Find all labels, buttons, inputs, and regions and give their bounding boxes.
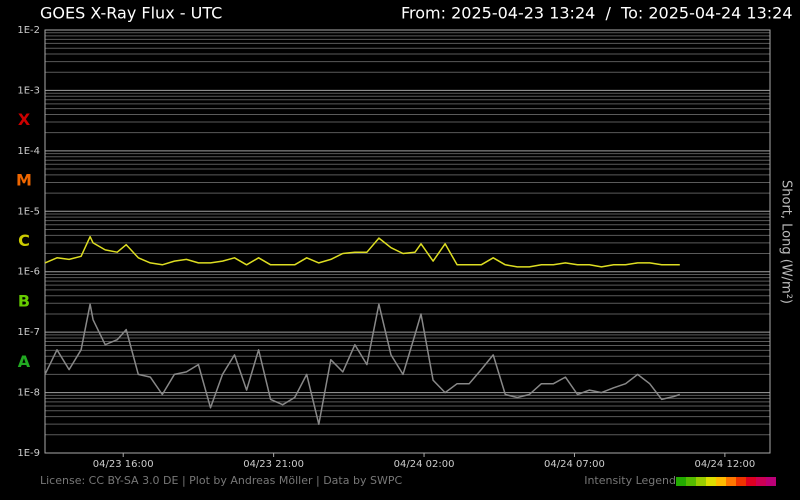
y-tick-label: 1E-2 <box>17 25 40 36</box>
legend-swatch <box>696 477 706 486</box>
y-tick-label: 1E-8 <box>17 388 40 399</box>
x-tick-label: 04/24 12:00 <box>694 459 755 470</box>
y-tick-label: 1E-7 <box>17 327 40 338</box>
legend-swatch <box>736 477 746 486</box>
flux-line <box>44 235 680 268</box>
y-tick-label: 1E-4 <box>17 146 40 157</box>
plot-frame <box>44 29 771 454</box>
x-tick-label: 04/24 02:00 <box>394 459 455 470</box>
class-label: X <box>18 110 31 129</box>
y-tick-label: 1E-6 <box>17 267 40 278</box>
legend-swatch <box>706 477 716 486</box>
chart-subtitle: From: 2025-04-23 13:24 / To: 2025-04-24 … <box>401 4 793 23</box>
legend-swatch <box>746 477 756 486</box>
class-label: M <box>16 171 32 190</box>
x-tick-label: 04/23 16:00 <box>93 459 154 470</box>
footer: License: CC BY-SA 3.0 DE | Plot by Andre… <box>40 474 402 487</box>
class-label: A <box>18 352 31 371</box>
legend-swatch <box>686 477 696 486</box>
legend-swatch <box>766 477 776 486</box>
legend-swatch <box>726 477 736 486</box>
y-tick-label: 1E-3 <box>17 85 40 96</box>
legend-swatch <box>676 477 686 486</box>
flux-line <box>44 303 681 425</box>
y-axis-label: Short, Long (W/m²) <box>779 180 794 304</box>
y-tick-label: 1E-5 <box>17 206 40 217</box>
class-label: C <box>18 231 30 250</box>
legend-label: Intensity Legend <box>584 474 676 487</box>
legend-swatch <box>756 477 766 486</box>
class-label: B <box>18 291 30 310</box>
x-tick-label: 04/24 07:00 <box>544 459 605 470</box>
y-tick-label: 1E-9 <box>17 448 40 459</box>
x-tick-label: 04/23 21:00 <box>243 459 304 470</box>
legend-swatch <box>716 477 726 486</box>
chart-title: GOES X-Ray Flux - UTC <box>40 4 222 23</box>
